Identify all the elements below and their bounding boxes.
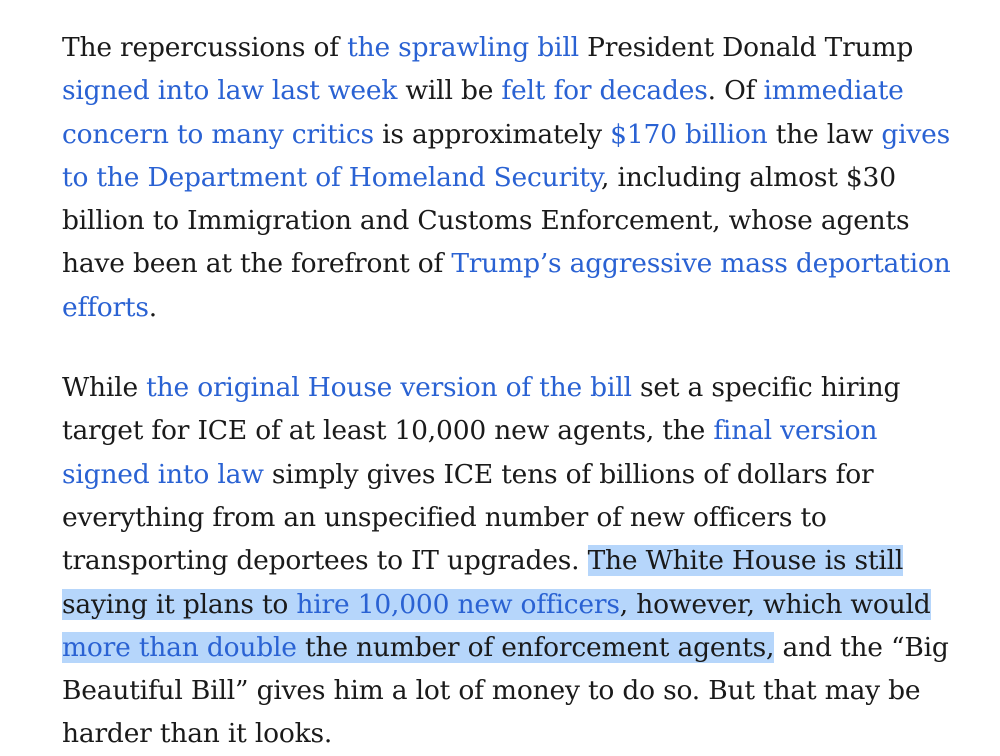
selected-text: the number of enforcement agents, — [296, 631, 775, 663]
paragraph-text: set a specific hiring target for ICE of … — [62, 372, 901, 447]
link-more-than-double[interactable]: more than double — [62, 631, 297, 663]
paragraph-text: President Donald Trump — [578, 32, 914, 63]
paragraph-text: The repercussions of — [62, 32, 348, 63]
paragraph-text: the law — [767, 118, 882, 150]
paragraph-text: While — [62, 372, 147, 404]
paragraph-text: simply gives ICE tens of billions of dol… — [62, 458, 874, 577]
link-hire-officers[interactable]: hire 10,000 new officers — [296, 588, 620, 620]
paragraph-text: . Of — [707, 75, 764, 107]
paragraph-text: . — [148, 291, 158, 323]
paragraph-text: is approximately — [373, 118, 611, 150]
paragraph-1: The repercussions of the sprawling bill … — [62, 26, 962, 329]
paragraph-text: will be — [397, 75, 502, 107]
link-sprawling-bill[interactable]: the sprawling bill — [347, 32, 579, 63]
link-immediate-concern[interactable]: immediate concern to many critics — [62, 75, 904, 150]
link-original-house-version[interactable]: the original House version of the bill — [146, 372, 632, 404]
link-170-billion[interactable]: $170 billion — [610, 118, 768, 150]
link-final-version[interactable]: final version signed into law — [62, 415, 878, 490]
link-felt-for-decades[interactable]: felt for decades — [501, 75, 708, 107]
link-deportation-efforts[interactable]: Trump’s aggressive mass deportation effo… — [62, 248, 951, 323]
paragraph-2: While the original House version of the … — [62, 366, 962, 756]
link-signed-into-law[interactable]: signed into law last week — [62, 75, 398, 107]
article-body: The repercussions of the sprawling bill … — [62, 26, 962, 756]
paragraph-text: , including almost $30 billion to Immigr… — [62, 161, 910, 280]
link-dhs[interactable]: gives to the Department of Homeland Secu… — [62, 118, 951, 193]
selected-text: , however, which would — [619, 588, 931, 620]
